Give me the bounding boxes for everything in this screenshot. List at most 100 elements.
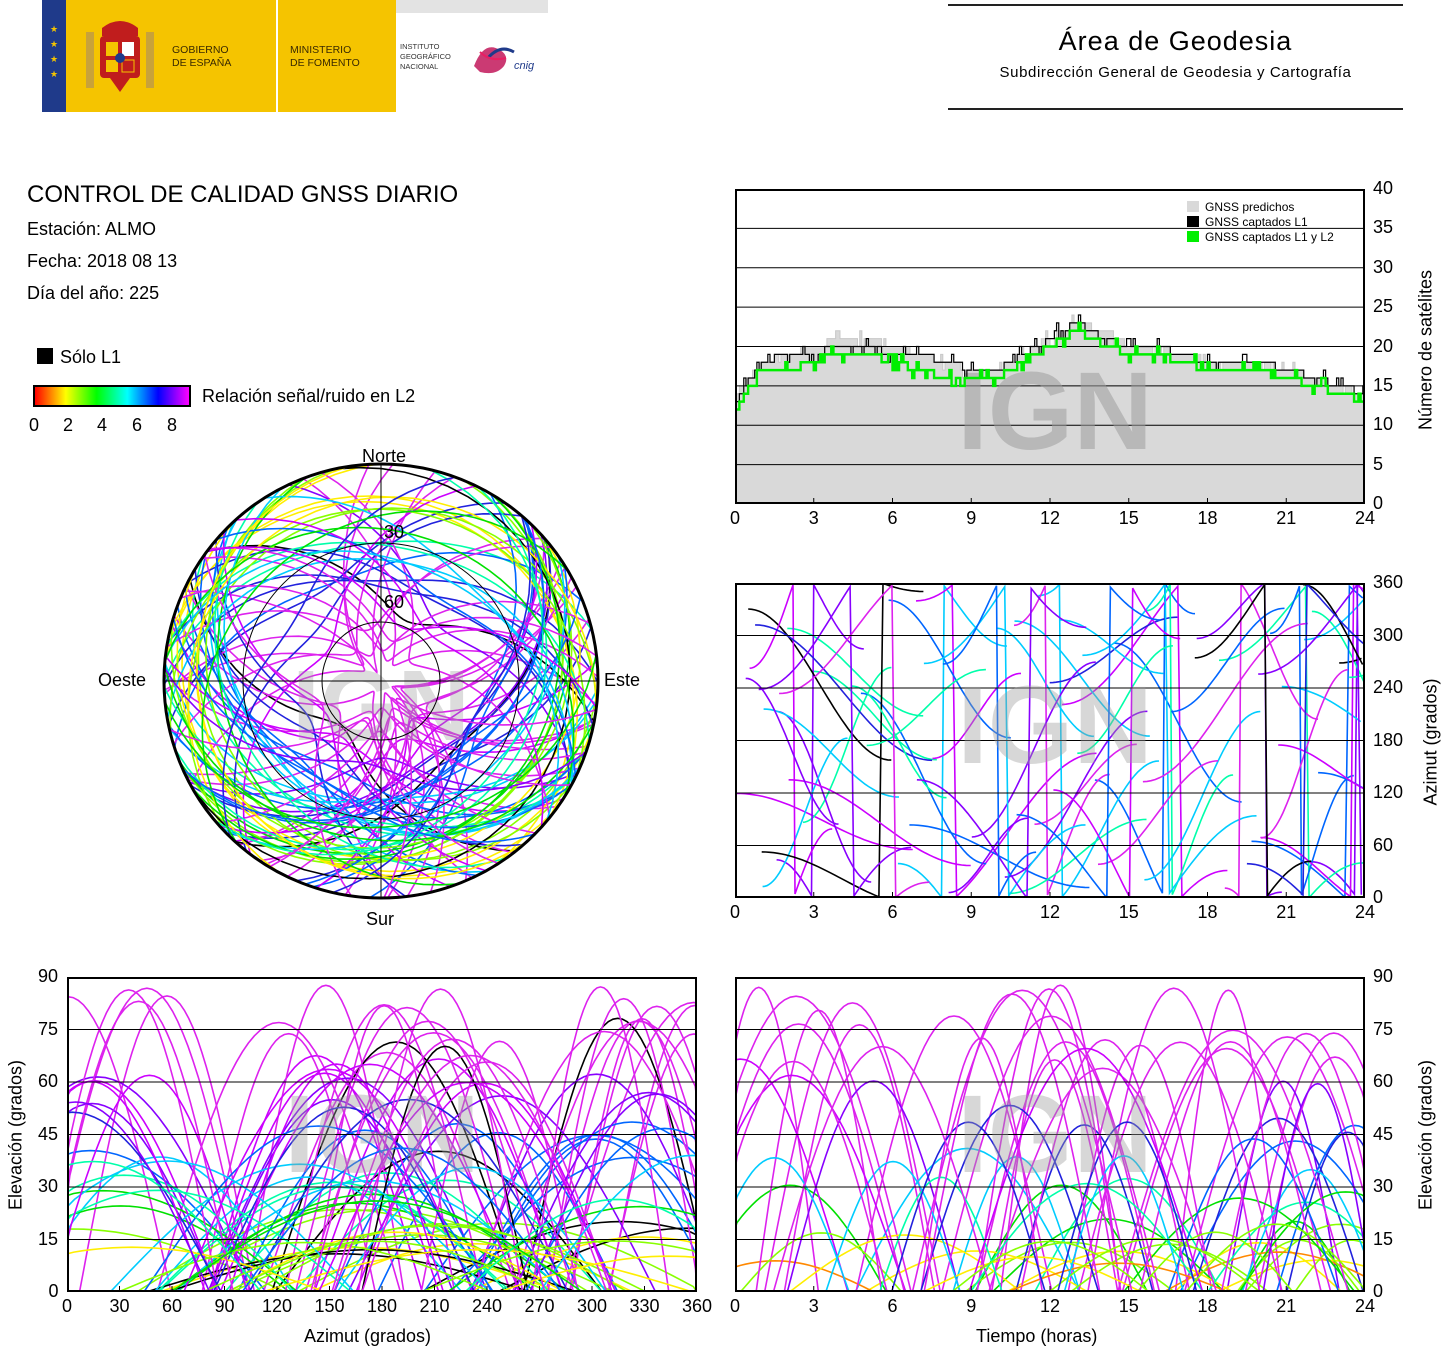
- tick-label: 5: [1373, 453, 1384, 474]
- tick-label: 12: [1039, 1296, 1061, 1316]
- skyplot-track: [180, 584, 591, 652]
- skyplot: IGN 30 60 Norte Sur Oeste: [162, 446, 600, 929]
- elevation-time-track: [735, 995, 912, 1292]
- snr-tick: 0: [29, 415, 40, 435]
- elevation-time-track: [911, 989, 1133, 1292]
- azimuth-track: [1258, 583, 1363, 895]
- azimuth-track: [749, 584, 833, 895]
- elevation-azimuth-track: [333, 1054, 608, 1292]
- skyplot-track: [406, 576, 573, 897]
- tick-label: 0: [1373, 1281, 1384, 1301]
- tick-label: 20: [1373, 335, 1394, 356]
- tick-label: 24: [1354, 508, 1376, 528]
- elevation-azimuth-track: [67, 1000, 234, 1292]
- tick-label: 45: [38, 1123, 59, 1144]
- azimuth-track: [1310, 583, 1365, 897]
- elevation-azimuth-track: [67, 1079, 218, 1292]
- elevation-time-track: [1262, 1082, 1365, 1292]
- snr-colorbar: [33, 385, 191, 407]
- elevation-time-track: [1063, 1155, 1185, 1292]
- elevation-time-track: [1207, 1201, 1365, 1292]
- tick-label: 15: [1118, 902, 1139, 922]
- elevation-time-track: [964, 1241, 1176, 1292]
- frame: [735, 583, 1365, 898]
- skyplot-track: [201, 510, 569, 844]
- tick-label: 24: [1354, 1296, 1376, 1316]
- azimuth-track: [971, 661, 1096, 838]
- tick-label: 9: [966, 1296, 977, 1316]
- watermark: IGN: [957, 1073, 1153, 1196]
- ring-label-60: 60: [384, 592, 404, 612]
- header-grey-band: [396, 0, 548, 13]
- skyplot-track: [234, 717, 596, 842]
- elevation-azimuth-track: [208, 1054, 423, 1292]
- frame: [67, 977, 697, 1292]
- elevation-time-track: [990, 1059, 1119, 1292]
- azimuth-track: [942, 585, 1037, 897]
- tick-label: 30: [1373, 1176, 1394, 1196]
- elevation-time-track: [1240, 1220, 1351, 1292]
- elevation-time-track: [1007, 1262, 1229, 1292]
- skyplot-track: [163, 463, 370, 691]
- tick-label: 10: [1373, 414, 1394, 435]
- skyplot-track: [201, 556, 599, 678]
- elevation-time-track: [755, 1009, 883, 1292]
- snr-tick: 4: [97, 415, 108, 435]
- tick-label: 0: [1373, 493, 1384, 513]
- tick-label: 0: [61, 1296, 73, 1316]
- tick-label: 45: [1373, 1123, 1394, 1144]
- azimuth-track: [1059, 619, 1164, 675]
- tick-label: 120: [1373, 782, 1404, 802]
- azimuth-track: [1053, 587, 1181, 898]
- elevation-time-track: [1163, 1251, 1365, 1292]
- azimuth-track: [1304, 598, 1365, 641]
- azimuth-track: [755, 624, 933, 762]
- elevation-time-track: [1117, 1029, 1349, 1292]
- tick-label: 40: [1373, 178, 1394, 198]
- area-title: Área de Geodesia: [1058, 26, 1293, 56]
- tick-label: 15: [1118, 508, 1139, 528]
- elevation-azimuth-track: [331, 1038, 575, 1292]
- series-l1l2: [735, 321, 1365, 411]
- tick-label: 60: [1373, 834, 1394, 855]
- elevation-azimuth-track: [608, 1004, 697, 1292]
- elevation-time-track: [1185, 1223, 1365, 1292]
- tick-label: 0: [729, 508, 741, 528]
- elevation-time-track: [735, 986, 820, 1292]
- institute-line2: GEOGRÁFICO: [400, 52, 451, 61]
- elevation-azimuth-track: [201, 1032, 376, 1292]
- skyplot-track: [302, 477, 598, 706]
- azimuth-track: [779, 583, 930, 898]
- azimuth-track: [1349, 674, 1365, 679]
- flag-stars-icon: ★ ★ ★ ★: [49, 24, 59, 79]
- elevation-time-track: [783, 1023, 936, 1292]
- elevation-time-track: [890, 1121, 1046, 1292]
- tick-label: 120: [261, 1296, 293, 1316]
- skyplot-track: [383, 697, 597, 899]
- tick-label: 12: [1039, 508, 1061, 528]
- elevation-azimuth-track: [607, 1033, 697, 1292]
- elevation-time-track: [772, 1045, 992, 1292]
- ring-label-30: 30: [384, 522, 404, 542]
- elevation-time-track: [987, 1067, 1218, 1292]
- elevation-azimuth-track: [228, 1063, 445, 1292]
- coat-of-arms-icon: [80, 14, 160, 98]
- cnig-text: cnig: [514, 60, 535, 72]
- azimuth-track: [763, 708, 900, 798]
- elevation-time-chart: IGN: [735, 977, 1365, 1292]
- elevation-time-track: [1179, 1140, 1365, 1292]
- tick-label: 12: [1039, 902, 1061, 922]
- skyplot-track: [172, 617, 535, 843]
- elevation-azimuth-track: [67, 1074, 248, 1292]
- elevation-azimuth-track: [226, 1224, 647, 1292]
- azimuth-track: [1171, 607, 1285, 713]
- tick-label: 9: [966, 508, 977, 528]
- elevation-azimuth-track: [175, 1179, 566, 1292]
- skyplot-track: [208, 546, 598, 657]
- elevation-azimuth-track: [513, 1091, 697, 1292]
- azimuth-time-chart: IGN: [735, 583, 1365, 898]
- frame: [735, 977, 1365, 1292]
- elevation-time-track: [1048, 1237, 1261, 1292]
- azimuth-track: [1082, 583, 1257, 896]
- tick-label: 18: [1197, 1296, 1218, 1316]
